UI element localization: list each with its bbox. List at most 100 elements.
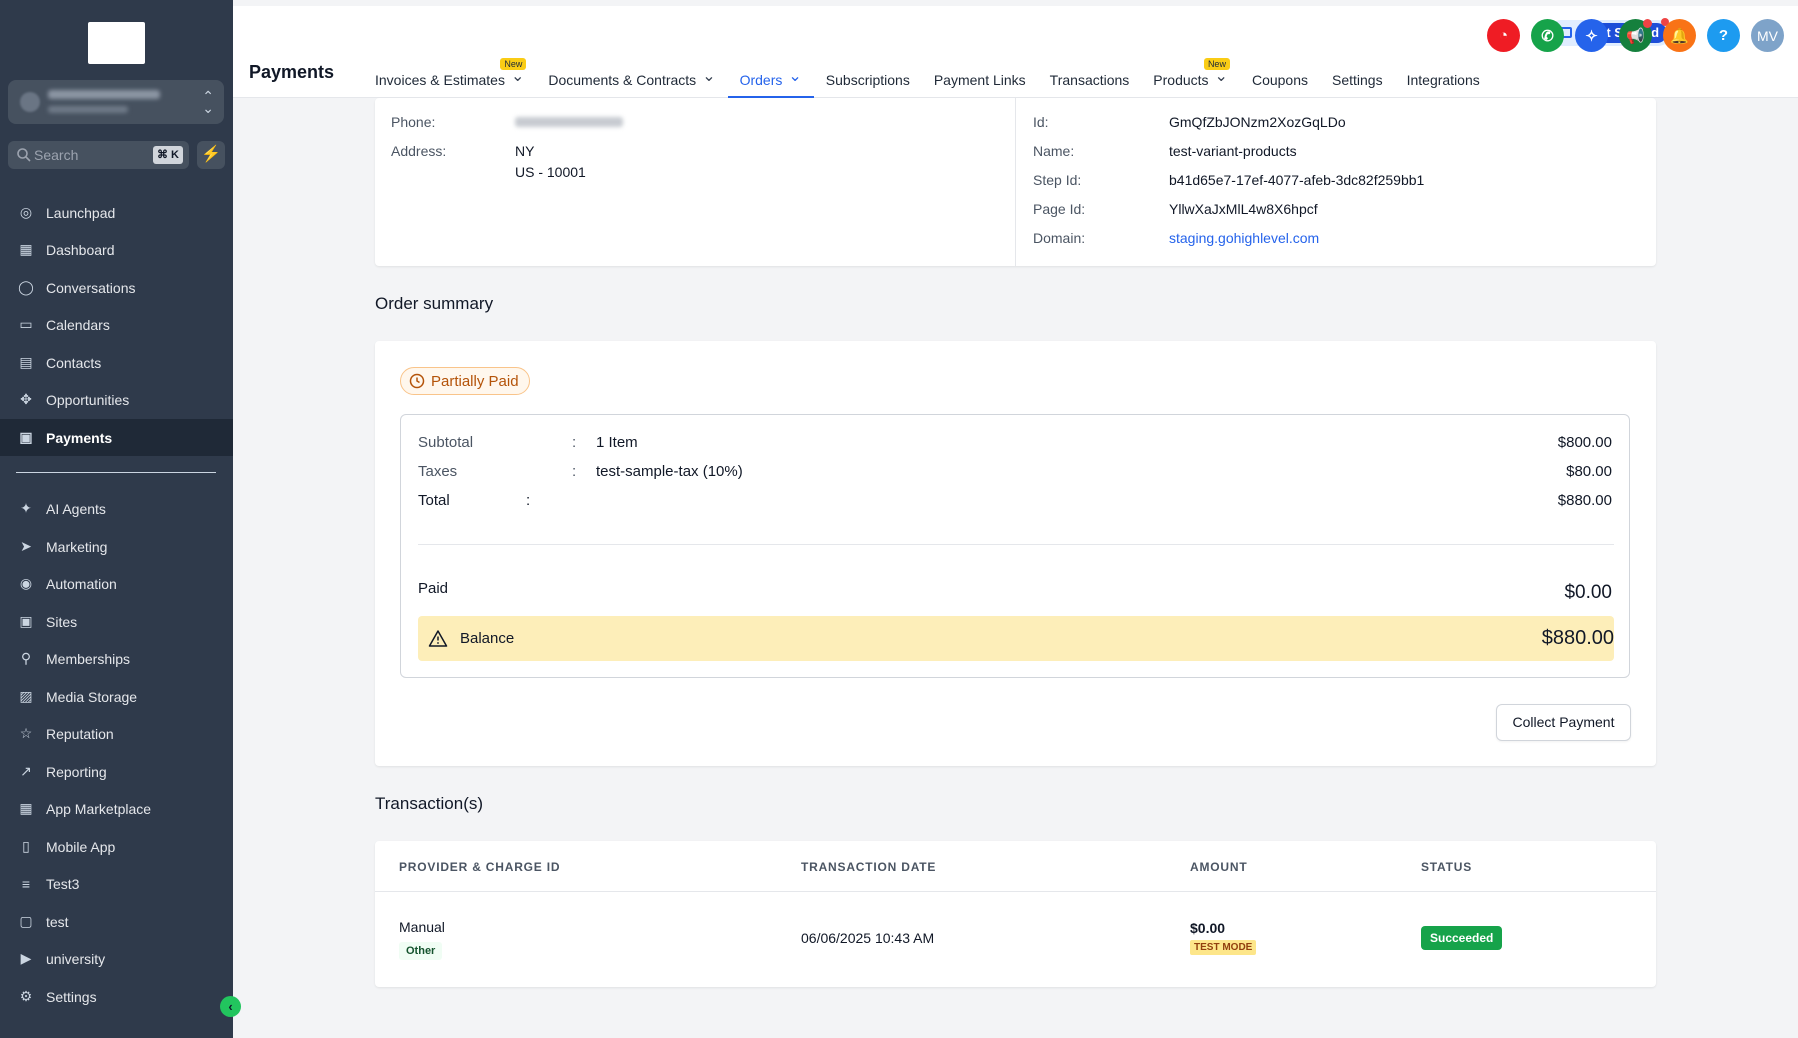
- quick-actions-bolt-icon[interactable]: ⚡: [197, 141, 225, 169]
- sidebar-item-label: AI Agents: [46, 500, 106, 517]
- tab-transactions[interactable]: Transactions: [1038, 60, 1142, 98]
- sidebar-item-label: test: [46, 913, 69, 930]
- sidebar-item-reputation[interactable]: ☆ Reputation: [0, 715, 233, 752]
- sidebar-item-contacts[interactable]: ▤ Contacts: [0, 344, 233, 381]
- search-icon: [17, 148, 31, 162]
- sidebar-item-label: Reporting: [46, 763, 107, 780]
- search-placeholder: Search: [34, 147, 79, 163]
- user-avatar[interactable]: MV: [1751, 19, 1784, 52]
- tab-label: Transactions: [1049, 72, 1130, 88]
- colon: :: [526, 492, 531, 509]
- megaphone-icon[interactable]: 📢: [1619, 19, 1652, 52]
- sidebar-item-app-marketplace[interactable]: ▦ App Marketplace: [0, 790, 233, 827]
- balance-label: Balance: [460, 630, 515, 647]
- collapse-sidebar-chevron-left-icon[interactable]: ‹: [220, 996, 241, 1017]
- transactions-title: Transaction(s): [375, 794, 484, 813]
- sidebar-item-automation[interactable]: ◉ Automation: [0, 565, 233, 602]
- test3-icon: ≡: [21, 875, 31, 892]
- address-label: Address:: [391, 143, 447, 159]
- clock-icon: [409, 373, 425, 389]
- collect-payment-button[interactable]: Collect Payment: [1496, 704, 1631, 741]
- tab-label: Documents & Contracts: [548, 72, 697, 88]
- tab-label: Products: [1153, 72, 1209, 88]
- sites-icon: ▣: [19, 613, 33, 629]
- sidebar-item-sites[interactable]: ▣ Sites: [0, 603, 233, 640]
- sidebar-item-reporting[interactable]: ↗ Reporting: [0, 753, 233, 790]
- sidebar-item-test[interactable]: ▢ test: [0, 903, 233, 940]
- ai-sparkle-icon[interactable]: ✧: [1575, 19, 1608, 52]
- taxes-value: $80.00: [1566, 463, 1612, 480]
- column-header-provider: PROVIDER & CHARGE ID: [399, 860, 561, 874]
- taxes-label: Taxes: [418, 463, 458, 480]
- sidebar-item-launchpad[interactable]: ◎ Launchpad: [0, 194, 233, 231]
- sidebar-item-conversations[interactable]: ◯ Conversations: [0, 269, 233, 306]
- tab-payment-links[interactable]: Payment Links: [922, 60, 1038, 98]
- status-badge: Succeeded: [1421, 926, 1503, 950]
- sidebar-item-label: Test3: [46, 875, 80, 892]
- sidebar-item-dashboard[interactable]: ▦ Dashboard: [0, 231, 233, 268]
- help-icon[interactable]: ?: [1707, 19, 1740, 52]
- dashboard-icon: ▦: [19, 241, 33, 257]
- account-switcher[interactable]: ⌃ ⌄: [8, 80, 224, 124]
- phone-value-blurred: [515, 117, 623, 127]
- tab-settings[interactable]: Settings: [1320, 60, 1395, 98]
- sidebar: ⌃ ⌄ Search ⌘ K ⚡ ◎ Launchpad ▦ Dashboard ◯ Con…: [0, 0, 241, 1038]
- star-icon: ☆: [19, 725, 33, 741]
- search-shortcut: ⌘ K: [153, 146, 183, 164]
- order-summary-title: Order summary: [375, 294, 494, 313]
- phone-icon[interactable]: ✆: [1531, 19, 1564, 52]
- table-header-divider: [375, 891, 1656, 892]
- sidebar-item-label: Mobile App: [46, 838, 116, 855]
- memberships-icon: ⚲: [20, 650, 32, 666]
- notification-dot: [1643, 19, 1652, 28]
- sidebar-item-label: Reputation: [46, 725, 114, 742]
- sidebar-item-label: Calendars: [46, 316, 110, 333]
- tab-documents-contracts[interactable]: Documents & Contracts ⌄: [536, 60, 727, 98]
- gear-icon: ⚙: [19, 988, 33, 1004]
- search-input[interactable]: Search ⌘ K: [8, 141, 189, 169]
- sidebar-item-media-storage[interactable]: ▨ Media Storage: [0, 678, 233, 715]
- sidebar-item-marketing[interactable]: ➤ Marketing: [0, 528, 233, 565]
- sidebar-item-mobile-app[interactable]: ▯ Mobile App: [0, 828, 233, 865]
- tab-integrations[interactable]: Integrations: [1395, 60, 1492, 98]
- new-badge: New: [500, 58, 527, 70]
- source-id-value: GmQfZbJONzm2XozGqLDo: [1169, 114, 1346, 130]
- calendar-icon: ▭: [19, 316, 33, 332]
- sidebar-item-label: Contacts: [46, 354, 102, 371]
- opportunities-icon: ✥: [20, 391, 32, 407]
- sidebar-item-calendars[interactable]: ▭ Calendars: [0, 306, 233, 343]
- tab-subscriptions[interactable]: Subscriptions: [814, 60, 922, 98]
- tab-label: Invoices & Estimates: [375, 72, 505, 88]
- company-logo[interactable]: [88, 22, 145, 64]
- bell-icon[interactable]: 🔔: [1663, 19, 1696, 52]
- tab-coupons[interactable]: Coupons: [1240, 60, 1320, 98]
- account-avatar: [20, 92, 40, 112]
- top-bar: Payments Invoices & Estimates ⌄ New Documen…: [233, 6, 1798, 98]
- sidebar-item-label: Automation: [46, 575, 117, 592]
- get-started-widget[interactable]: Get Started: [1548, 18, 1671, 46]
- subtotal-label: Subtotal: [418, 434, 474, 451]
- sidebar-item-settings[interactable]: ⚙ Settings: [0, 978, 233, 1015]
- sidebar-item-university[interactable]: ▶ university: [0, 940, 233, 977]
- step-id-value: b41d65e7-17ef-4077-afeb-3dc82f259bb1: [1169, 172, 1425, 188]
- tab-products[interactable]: Products ⌄ New: [1141, 58, 1240, 98]
- sidebar-item-label: App Marketplace: [46, 800, 152, 817]
- speedometer-icon[interactable]: ◔: [1487, 19, 1520, 52]
- sidebar-item-opportunities[interactable]: ✥ Opportunities: [0, 381, 233, 418]
- column-divider: [1015, 98, 1016, 266]
- tab-orders[interactable]: Orders ⌄: [727, 60, 814, 98]
- warning-icon: [428, 630, 448, 647]
- sidebar-item-label: Settings: [46, 988, 97, 1005]
- tab-invoices-estimates[interactable]: Invoices & Estimates ⌄ New: [363, 58, 536, 98]
- account-name-blurred: [48, 90, 160, 99]
- column-header-amount: AMOUNT: [1190, 860, 1248, 874]
- sidebar-item-payments[interactable]: ▣ Payments: [0, 419, 233, 456]
- colon: :: [572, 463, 577, 480]
- step-id-label: Step Id:: [1033, 172, 1082, 188]
- sidebar-item-test3[interactable]: ≡ Test3: [0, 865, 233, 902]
- provider-tag: Other: [399, 942, 443, 960]
- subtotal-value: $800.00: [1557, 434, 1612, 451]
- domain-link[interactable]: staging.gohighlevel.com: [1169, 230, 1320, 246]
- sidebar-item-memberships[interactable]: ⚲ Memberships: [0, 640, 233, 677]
- sidebar-item-ai-agents[interactable]: ✦ AI Agents: [0, 490, 233, 527]
